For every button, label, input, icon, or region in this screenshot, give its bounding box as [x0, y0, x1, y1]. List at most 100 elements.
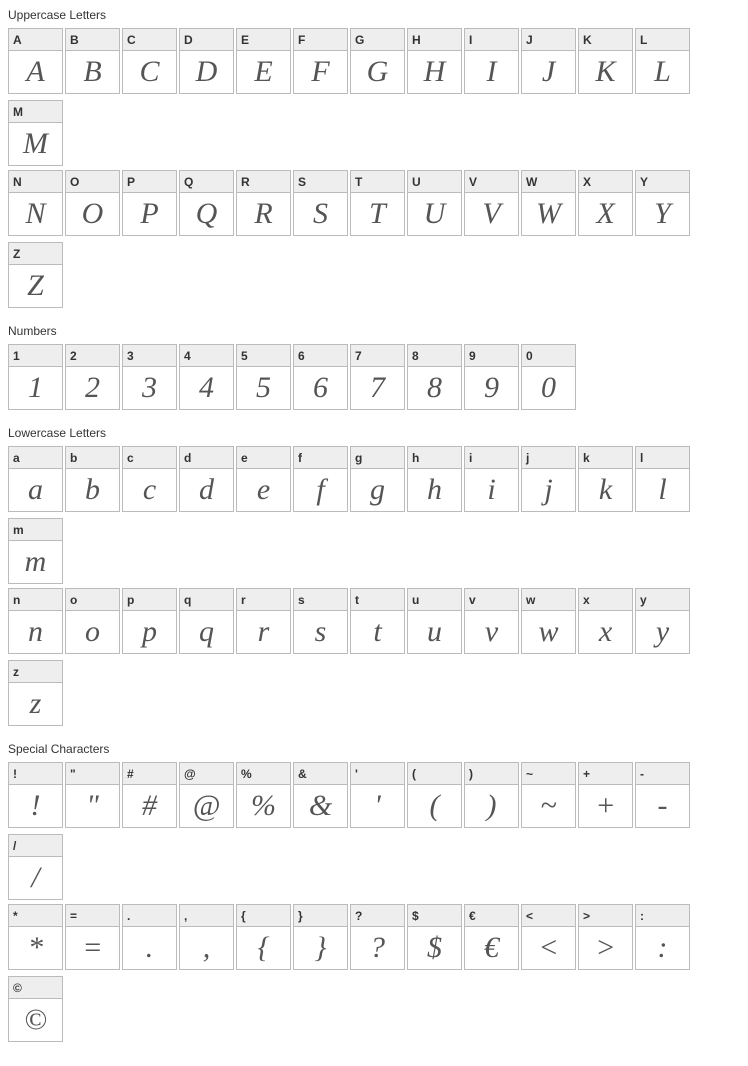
char-header: P: [123, 171, 176, 193]
char-cell: ++: [578, 762, 633, 828]
char-header: 7: [351, 345, 404, 367]
char-cell: rr: [236, 588, 291, 654]
char-header: X: [579, 171, 632, 193]
char-glyph: G: [351, 51, 404, 93]
char-header: m: [9, 519, 62, 541]
char-glyph: Y: [636, 193, 689, 235]
char-header: #: [123, 763, 176, 785]
section-title: Uppercase Letters: [8, 8, 740, 22]
char-header: ©: [9, 977, 62, 999]
char-cell: 55: [236, 344, 291, 410]
char-glyph: <: [522, 927, 575, 969]
char-glyph: 1: [9, 367, 62, 409]
char-glyph: 7: [351, 367, 404, 409]
char-cell: dd: [179, 446, 234, 512]
char-cell: >>: [578, 904, 633, 970]
char-header: g: [351, 447, 404, 469]
char-header: M: [9, 101, 62, 123]
char-header: 4: [180, 345, 233, 367]
char-header: U: [408, 171, 461, 193]
char-glyph: X: [579, 193, 632, 235]
char-glyph: Z: [9, 265, 62, 307]
char-cell: %%: [236, 762, 291, 828]
char-glyph: €: [465, 927, 518, 969]
char-cell: bb: [65, 446, 120, 512]
char-header: z: [9, 661, 62, 683]
char-cell: zz: [8, 660, 63, 726]
char-header: $: [408, 905, 461, 927]
char-cell: ##: [122, 762, 177, 828]
char-row: aabbccddeeffgghhiijjkkllmm: [8, 446, 740, 588]
char-header: €: [465, 905, 518, 927]
char-cell: GG: [350, 28, 405, 94]
char-glyph: L: [636, 51, 689, 93]
char-header: w: [522, 589, 575, 611]
char-header: Q: [180, 171, 233, 193]
char-cell: SS: [293, 170, 348, 236]
char-cell: ©©: [8, 976, 63, 1042]
char-cell: CC: [122, 28, 177, 94]
char-header: +: [579, 763, 632, 785]
char-glyph: 3: [123, 367, 176, 409]
char-glyph: u: [408, 611, 461, 653]
char-row: **==..,,{{}}??$$€€<<>>::©©: [8, 904, 740, 1046]
char-header: l: [636, 447, 689, 469]
char-glyph: C: [123, 51, 176, 93]
char-cell: ==: [65, 904, 120, 970]
char-glyph: e: [237, 469, 290, 511]
char-cell: ZZ: [8, 242, 63, 308]
char-row: AABBCCDDEEFFGGHHIIJJKKLLMM: [8, 28, 740, 170]
char-glyph: :: [636, 927, 689, 969]
char-cell: 88: [407, 344, 462, 410]
char-cell: {{: [236, 904, 291, 970]
char-glyph: 6: [294, 367, 347, 409]
char-row: nnooppqqrrssttuuvvwwxxyyzz: [8, 588, 740, 730]
section-title: Lowercase Letters: [8, 426, 740, 440]
char-header: {: [237, 905, 290, 927]
char-cell: ((: [407, 762, 462, 828]
char-header: 0: [522, 345, 575, 367]
char-glyph: y: [636, 611, 689, 653]
char-cell: QQ: [179, 170, 234, 236]
char-cell: VV: [464, 170, 519, 236]
char-glyph: D: [180, 51, 233, 93]
char-header: ,: [180, 905, 233, 927]
char-header: 3: [123, 345, 176, 367]
section-title: Numbers: [8, 324, 740, 338]
char-header: 6: [294, 345, 347, 367]
char-cell: ee: [236, 446, 291, 512]
char-row: !!""##@@%%&&''(())~~++--//: [8, 762, 740, 904]
char-glyph: g: [351, 469, 404, 511]
char-glyph: }: [294, 927, 347, 969]
char-header: =: [66, 905, 119, 927]
char-glyph: $: [408, 927, 461, 969]
char-header: p: [123, 589, 176, 611]
char-cell: xx: [578, 588, 633, 654]
char-glyph: z: [9, 683, 62, 725]
char-glyph: #: [123, 785, 176, 827]
char-glyph: w: [522, 611, 575, 653]
char-header: }: [294, 905, 347, 927]
char-glyph: x: [579, 611, 632, 653]
char-cell: 00: [521, 344, 576, 410]
char-cell: kk: [578, 446, 633, 512]
char-cell: ll: [635, 446, 690, 512]
char-cell: uu: [407, 588, 462, 654]
char-glyph: W: [522, 193, 575, 235]
char-glyph: ?: [351, 927, 404, 969]
char-header: E: [237, 29, 290, 51]
char-glyph: {: [237, 927, 290, 969]
section: Numbers 11223344556677889900: [8, 324, 740, 414]
char-glyph: O: [66, 193, 119, 235]
char-cell: YY: [635, 170, 690, 236]
char-row: 11223344556677889900: [8, 344, 740, 414]
char-glyph: l: [636, 469, 689, 511]
char-glyph: ~: [522, 785, 575, 827]
char-cell: oo: [65, 588, 120, 654]
char-header: i: [465, 447, 518, 469]
char-glyph: 4: [180, 367, 233, 409]
char-cell: cc: [122, 446, 177, 512]
char-header: H: [408, 29, 461, 51]
char-cell: 77: [350, 344, 405, 410]
char-glyph: U: [408, 193, 461, 235]
